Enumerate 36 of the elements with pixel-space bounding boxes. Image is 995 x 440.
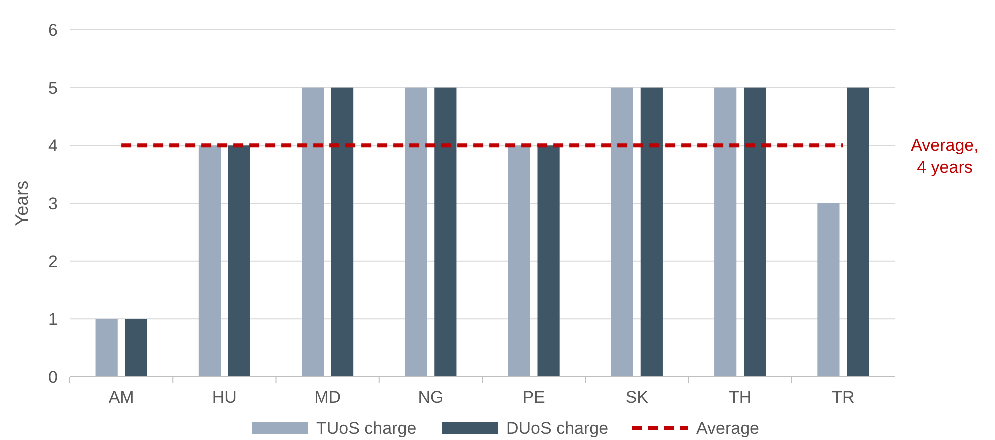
x-tick-label: HU bbox=[212, 388, 237, 407]
bar bbox=[640, 88, 663, 377]
bar bbox=[405, 88, 428, 377]
y-tick-label: 1 bbox=[48, 310, 58, 330]
bar bbox=[847, 88, 870, 377]
bar bbox=[228, 146, 250, 377]
x-tick-label: TR bbox=[832, 388, 855, 407]
x-tick-label: SK bbox=[626, 388, 650, 407]
bar bbox=[125, 319, 148, 377]
x-tick-label: PE bbox=[522, 388, 546, 407]
bar bbox=[508, 146, 530, 377]
x-tick-label: NG bbox=[418, 388, 444, 407]
bar bbox=[538, 146, 560, 377]
y-tick-label: 5 bbox=[48, 78, 58, 98]
y-axis-title: Years bbox=[12, 180, 32, 226]
x-tick-label: AM bbox=[108, 388, 134, 407]
legend-label: DUoS charge bbox=[506, 418, 609, 438]
y-tick-label: 4 bbox=[48, 136, 58, 156]
x-tick-label: TH bbox=[728, 388, 752, 407]
text: Average, 4 years bbox=[911, 136, 979, 178]
y-tick-label: 6 bbox=[48, 20, 58, 40]
legend-label: Average bbox=[696, 418, 760, 438]
bar bbox=[714, 88, 737, 377]
bar bbox=[331, 88, 354, 377]
bar bbox=[96, 319, 118, 377]
x-tick-label: MD bbox=[314, 388, 342, 407]
y-tick-label: 0 bbox=[48, 368, 58, 387]
bar bbox=[818, 204, 840, 377]
y-tick-label: 3 bbox=[48, 194, 58, 214]
bar bbox=[611, 88, 634, 377]
bar bbox=[434, 88, 457, 377]
bar bbox=[302, 88, 324, 377]
bar bbox=[744, 88, 766, 377]
y-tick-label: 2 bbox=[48, 252, 58, 272]
bar bbox=[198, 146, 222, 377]
legend-label: TUoS charge bbox=[316, 418, 417, 438]
